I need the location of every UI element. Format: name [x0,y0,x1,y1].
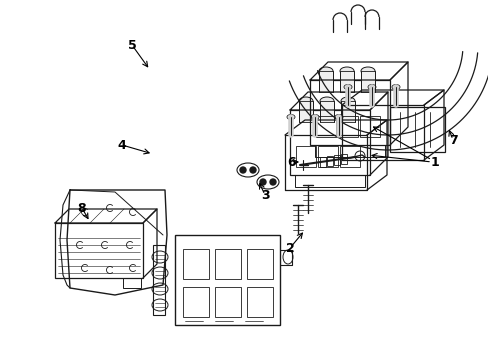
Bar [295,146,315,167]
Bar [326,156,332,166]
Ellipse shape [367,85,375,90]
Bar [318,71,332,92]
Text: 8: 8 [78,202,86,215]
Ellipse shape [360,67,374,75]
Bar [153,245,164,315]
Text: 2: 2 [285,242,294,255]
Bar [215,249,241,279]
Ellipse shape [318,67,332,75]
Bar [339,71,353,92]
Bar [294,175,364,187]
Text: 3: 3 [260,189,269,202]
Bar [337,116,357,137]
Bar [359,116,379,137]
Ellipse shape [391,85,399,90]
Bar [183,287,208,317]
Circle shape [249,167,256,173]
Text: 1: 1 [430,156,439,168]
Bar [339,146,359,167]
Ellipse shape [257,175,279,189]
Bar [319,101,333,122]
Ellipse shape [286,114,294,120]
Text: 4: 4 [118,139,126,152]
Text: 5: 5 [127,39,136,51]
Bar [319,157,325,167]
Text: 7: 7 [447,134,456,147]
Bar [333,155,339,165]
Bar [298,101,312,122]
Bar [340,101,354,122]
Bar [215,287,241,317]
Ellipse shape [334,114,342,120]
Bar [340,154,346,164]
Bar [55,223,142,278]
Bar [246,249,272,279]
Ellipse shape [340,97,354,105]
Text: 6: 6 [287,156,296,168]
Bar [183,249,208,279]
Bar [123,278,141,288]
Ellipse shape [343,85,351,90]
Bar [317,146,337,167]
Bar [289,110,369,175]
Bar [315,116,335,137]
Circle shape [269,179,275,185]
Ellipse shape [339,67,353,75]
Ellipse shape [298,97,312,105]
Ellipse shape [319,97,333,105]
Bar [246,287,272,317]
Bar [309,80,389,145]
Bar [175,235,280,325]
Circle shape [260,179,265,185]
Bar [360,71,374,92]
Circle shape [240,167,245,173]
Bar [389,107,444,152]
Ellipse shape [310,114,318,120]
Ellipse shape [237,163,259,177]
Bar [314,145,384,157]
